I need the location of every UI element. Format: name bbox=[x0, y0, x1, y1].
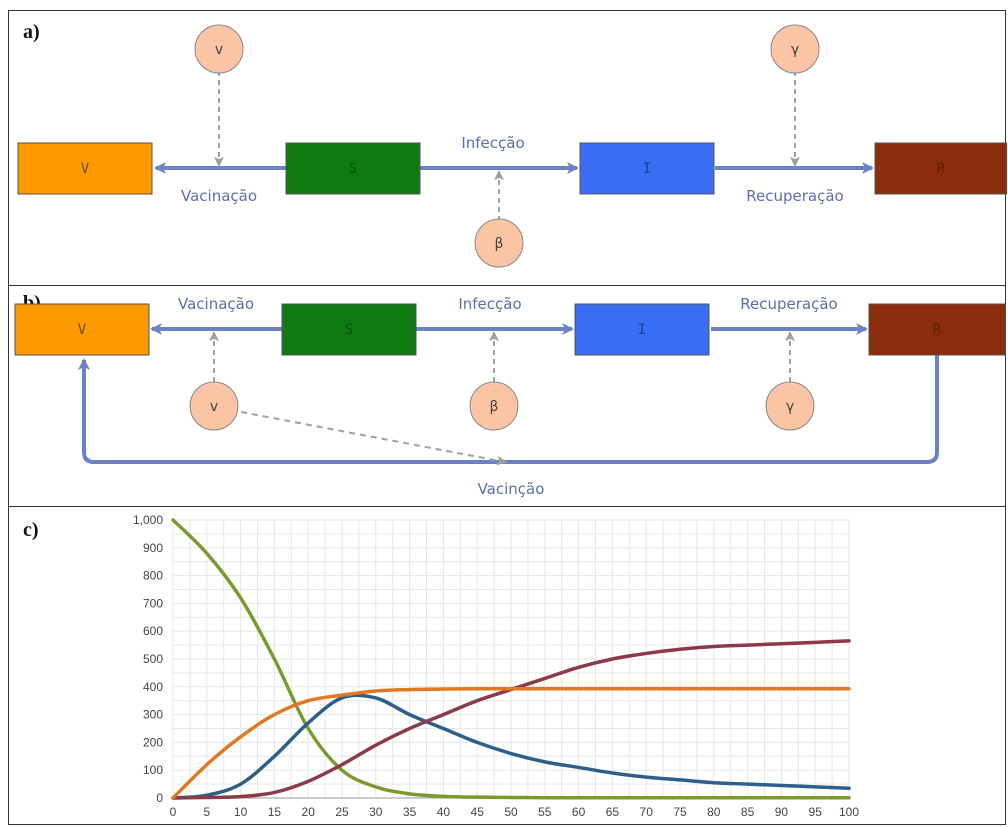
x-tick-label: 5 bbox=[203, 805, 210, 819]
diagram-b: V S I R Vacinação Infecção Recuperação V… bbox=[14, 295, 1006, 498]
x-tick-label: 95 bbox=[809, 805, 823, 819]
x-tick-label: 85 bbox=[741, 805, 755, 819]
box-r bbox=[874, 142, 1007, 195]
x-tick-label: 55 bbox=[538, 805, 552, 819]
x-tick-label: 25 bbox=[335, 805, 349, 819]
x-tick-label: 65 bbox=[606, 805, 620, 819]
x-tick-label: 70 bbox=[640, 805, 654, 819]
x-tick-label: 90 bbox=[775, 805, 789, 819]
box-v-label: V bbox=[78, 322, 87, 338]
x-tick-label: 15 bbox=[268, 805, 282, 819]
series-line-3 bbox=[171, 686, 851, 800]
y-tick-label: 800 bbox=[143, 569, 163, 583]
param-beta-label: β bbox=[495, 236, 504, 252]
box-i bbox=[579, 142, 715, 195]
x-tick-label: 35 bbox=[403, 805, 417, 819]
box-v bbox=[17, 142, 153, 195]
box-s bbox=[281, 303, 417, 356]
line-chart: 0 5 10 15 20 25 30 35 40 45 50 55 60 65 70 75 80 85 90 95 10… bbox=[133, 513, 859, 819]
param-beta bbox=[469, 381, 519, 431]
box-s bbox=[285, 142, 421, 195]
param-gamma bbox=[765, 381, 815, 431]
y-tick-label: 400 bbox=[143, 680, 163, 694]
box-s-label: S bbox=[345, 322, 353, 338]
x-tick-label: 45 bbox=[471, 805, 485, 819]
edge-label-infeccao: Infecção bbox=[461, 134, 524, 152]
y-tick-label: 300 bbox=[143, 708, 163, 722]
param-beta bbox=[474, 218, 524, 268]
panel-c: c) 0 5 10 15 20 25 30 35 40 45 50 55 60 65 70 75 80 85 90 9… bbox=[8, 506, 1006, 825]
chart-ticks: 0 5 10 15 20 25 30 35 40 45 50 55 60 65 70 75 80 85 90 95 10… bbox=[133, 513, 859, 819]
y-tick-label: 200 bbox=[143, 735, 163, 749]
x-tick-label: 60 bbox=[572, 805, 586, 819]
x-tick-label: 0 bbox=[170, 805, 177, 819]
box-i bbox=[574, 303, 710, 356]
param-nu bbox=[189, 381, 239, 431]
edge-label-vacincao: Vacinção bbox=[478, 480, 545, 498]
x-tick-label: 40 bbox=[437, 805, 451, 819]
x-tick-label: 50 bbox=[504, 805, 518, 819]
x-tick-label: 75 bbox=[673, 805, 687, 819]
chart-series bbox=[171, 518, 851, 800]
x-tick-label: 30 bbox=[369, 805, 383, 819]
y-tick-label: 900 bbox=[143, 541, 163, 555]
diagram-a: V S I R Vacinação Infecção Recuperação v… bbox=[17, 24, 1007, 268]
panel-a-label: a) bbox=[23, 21, 40, 43]
edge-label-infeccao: Infecção bbox=[458, 295, 521, 313]
y-tick-label: 700 bbox=[143, 596, 163, 610]
box-v bbox=[14, 303, 150, 356]
box-i-label: I bbox=[638, 322, 646, 338]
panel-b: b) V S I R Vacinação Infecção bbox=[8, 285, 1006, 507]
series-line-1 bbox=[171, 693, 851, 800]
arrow-r-to-v-loop bbox=[78, 355, 939, 464]
param-gamma-label: γ bbox=[791, 42, 799, 58]
x-tick-label: 20 bbox=[302, 805, 316, 819]
box-i-label: I bbox=[643, 161, 651, 177]
y-tick-label: 1,000 bbox=[133, 513, 163, 527]
param-nu-label: v bbox=[215, 42, 223, 58]
edge-label-recuperacao: Recuperação bbox=[746, 187, 843, 205]
panel-a: a) V S I R Vacinação Infecção Recuperaçã… bbox=[8, 10, 1007, 286]
y-tick-label: 0 bbox=[156, 791, 163, 805]
param-gamma bbox=[770, 24, 820, 74]
panel-c-label: c) bbox=[23, 519, 39, 541]
y-tick-label: 500 bbox=[143, 652, 163, 666]
y-tick-label: 600 bbox=[143, 624, 163, 638]
param-line-nu-loop bbox=[240, 411, 507, 466]
param-nu-label: v bbox=[210, 399, 218, 415]
edge-label-vacinacao: Vacinação bbox=[181, 187, 257, 205]
box-v-label: V bbox=[81, 161, 90, 177]
box-r-label: R bbox=[937, 161, 946, 177]
x-tick-label: 100 bbox=[839, 805, 859, 819]
box-r bbox=[868, 303, 1006, 356]
param-nu bbox=[194, 24, 244, 74]
box-s-label: S bbox=[349, 161, 357, 177]
edge-label-vacinacao: Vacinação bbox=[178, 295, 254, 313]
series-line-0 bbox=[171, 518, 851, 800]
x-tick-label: 10 bbox=[234, 805, 248, 819]
edge-label-recuperacao: Recuperação bbox=[740, 295, 837, 313]
param-beta-label: β bbox=[490, 399, 499, 415]
box-r-label: R bbox=[933, 322, 942, 338]
x-tick-label: 80 bbox=[707, 805, 721, 819]
param-gamma-label: γ bbox=[786, 399, 794, 415]
y-tick-label: 100 bbox=[143, 763, 163, 777]
